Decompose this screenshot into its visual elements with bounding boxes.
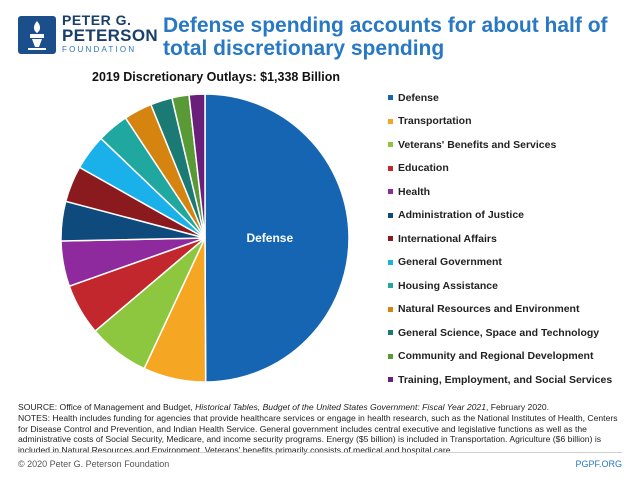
legend-swatch [388,377,393,383]
source-title: Historical Tables, Budget of the United … [195,402,486,412]
legend-item: General Science, Space and Technology [388,321,638,345]
site-link[interactable]: PGPF.ORG [575,459,622,469]
legend-label: Training, Employment, and Social Service… [398,373,613,386]
logo-text: PETER G. PETERSON FOUNDATION [62,13,158,55]
pie-chart: Defense [60,93,350,383]
legend-swatch [388,330,393,336]
legend-swatch [388,165,393,171]
source-suffix: , February 2020. [485,402,550,412]
legend-label: Natural Resources and Environment [398,303,580,316]
legend-label: Defense [398,91,439,104]
legend-swatch [388,118,393,124]
legend-item: Housing Assistance [388,274,638,298]
legend-label: Veterans' Benefits and Services [398,138,557,151]
legend-label: Education [398,162,449,175]
legend-label: International Affairs [398,232,497,245]
chart-title: 2019 Discretionary Outlays: $1,338 Billi… [92,70,341,84]
legend-item: Natural Resources and Environment [388,298,638,322]
source-prefix: SOURCE: Office of Management and Budget, [18,402,196,412]
legend-label: General Science, Space and Technology [398,326,600,339]
page-title: Defense spending accounts for about half… [163,14,608,60]
chart-legend: Defense Transportation Veterans' Benefits … [388,86,638,392]
logo-line2: PETERSON [62,26,158,45]
legend-item: Education [388,157,638,181]
legend-label: Health [398,185,431,198]
legend-label: Housing Assistance [398,279,498,292]
legend-label: Community and Regional Development [398,350,594,363]
legend-swatch [388,283,393,289]
legend-item: Veterans' Benefits and Services [388,133,638,157]
legend-swatch [388,189,393,195]
legend-swatch [388,236,393,242]
legend-item: International Affairs [388,227,638,251]
legend-item: Defense [388,86,638,110]
legend-label: Transportation [398,115,472,128]
legend-swatch [388,212,393,218]
legend-item: Community and Regional Development [388,345,638,369]
legend-swatch [388,353,393,359]
legend-item: General Government [388,251,638,275]
pie-slice-0 [204,93,350,383]
torch-icon [18,16,56,54]
pie-slice-label-0: Defense [246,231,293,245]
copyright: © 2020 Peter G. Peterson Foundation [18,459,170,469]
legend-item: Transportation [388,110,638,134]
legend-item: Training, Employment, and Social Service… [388,368,638,392]
legend-label: Administration of Justice [398,209,525,222]
pie-slice-12 [188,93,206,239]
logo-line1: PETER G. [62,12,132,28]
legend-item: Administration of Justice [388,204,638,228]
footer-divider [18,452,622,453]
source-line: SOURCE: Office of Management and Budget,… [18,402,626,413]
legend-swatch [388,142,393,148]
notes-text: NOTES: Health includes funding for agenc… [18,412,618,456]
legend-label: General Government [398,256,502,269]
legend-swatch [388,95,393,101]
source-notes: SOURCE: Office of Management and Budget,… [18,402,626,456]
logo-line3: FOUNDATION [62,45,137,54]
legend-swatch [388,259,393,265]
legend-swatch [388,306,393,312]
legend-item: Health [388,180,638,204]
